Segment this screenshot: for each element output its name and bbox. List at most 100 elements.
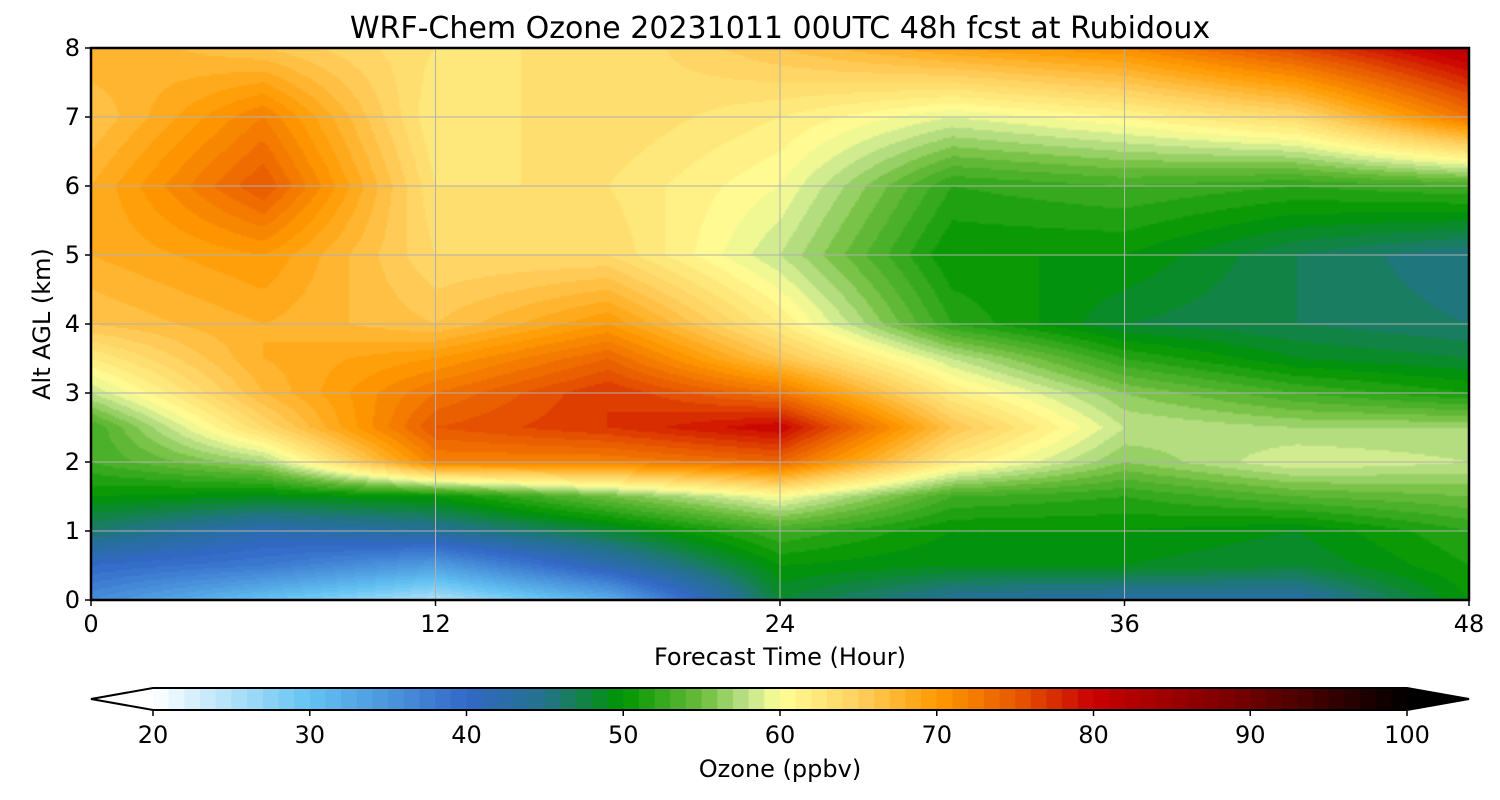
y-axis-label: Alt AGL (km) [28,248,56,400]
colorbar-swatch [701,688,718,710]
y-axis-ticks: 0 1 2 3 4 5 6 7 8 [65,34,91,614]
colorbar-swatch [435,688,452,710]
colorbar-swatch [1281,688,1298,710]
colorbar-swatch [388,688,405,710]
colorbar-swatch [450,688,468,710]
colorbar-swatch [1250,688,1267,710]
colorbar-swatch [732,688,750,710]
colorbar-swatch [1093,688,1110,710]
colorbar-tick-label: 100 [1384,721,1430,749]
colorbar-swatch [685,688,703,710]
colorbar-tick-label: 60 [765,721,796,749]
y-tick-label: 3 [65,379,80,407]
colorbar-swatch [466,688,483,710]
colorbar-swatch [842,688,859,710]
colorbar-swatch [795,688,812,710]
y-tick-label: 8 [65,34,80,62]
y-tick-label: 0 [65,586,80,614]
colorbar-swatch [544,688,562,710]
colorbar-swatch [372,688,389,710]
colorbar-swatch [262,688,279,710]
colorbar-swatch [1375,688,1392,710]
x-axis-label: Forecast Time (Hour) [654,643,906,671]
colorbar-swatch [1265,688,1283,710]
colorbar-swatch [215,688,232,710]
colorbar-tick-label: 40 [451,721,482,749]
y-tick-label: 2 [65,448,80,476]
y-tick-label: 7 [65,103,80,131]
colorbar-swatch [591,688,609,710]
colorbar-swatch [153,688,170,710]
x-tick-label: 36 [1109,610,1140,638]
colorbar-swatch [419,688,436,710]
colorbar-swatch [654,688,671,710]
colorbar-swatch [1062,688,1079,710]
colorbar-swatch [231,688,248,710]
colorbar-swatch [827,688,844,710]
colorbar-swatch [905,688,922,710]
colorbar-swatch [482,688,499,710]
colorbar-swatch [1156,688,1173,710]
colorbar-label: Ozone (ppbv) [699,755,861,783]
colorbar-swatch [889,688,906,710]
colorbar-swatch [168,688,185,710]
colorbar-swatch [1344,688,1361,710]
colorbar-tick-label: 80 [1078,721,1109,749]
colorbar-swatch [1234,688,1251,710]
colorbar-swatch [999,688,1016,710]
colorbar-swatch [341,688,358,710]
colorbar-swatch [874,688,891,710]
colorbar-swatch [936,688,954,710]
x-tick-label: 48 [1454,610,1485,638]
x-axis-ticks: 0 12 24 36 48 [83,600,1484,638]
chart-title: WRF-Chem Ozone 20231011 00UTC 48h fcst a… [350,11,1210,46]
colorbar-swatch [983,688,1001,710]
colorbar-swatch [1328,688,1345,710]
colorbar-tick-label: 50 [608,721,639,749]
colorbar-swatch [1359,688,1377,710]
plot-area [89,46,1471,602]
colorbar-swatch [1046,688,1063,710]
colorbar-tick-label: 70 [921,721,952,749]
colorbar-swatch [184,688,201,710]
colorbar-swatch [811,688,828,710]
colorbar-swatch [858,688,875,710]
colorbar-swatch [529,688,546,710]
colorbar-swatch [921,688,938,710]
colorbar-swatch [638,688,656,710]
colorbar-swatch [780,688,797,710]
y-tick-label: 4 [65,310,80,338]
colorbar-swatch [1187,688,1204,710]
colorbar-swatch [623,688,640,710]
colorbar-swatch [748,688,765,710]
x-tick-label: 24 [765,610,796,638]
colorbar-swatch [200,688,217,710]
colorbar-swatch [968,688,985,710]
colorbar-swatch [309,688,327,710]
colorbar-swatch [356,688,374,710]
colorbar-swatch [1312,688,1330,710]
colorbar-swatch [764,688,781,710]
colorbar-swatch [1140,688,1157,710]
colorbar-swatch [576,688,593,710]
colorbar-swatch [607,688,624,710]
colorbar: 20 30 40 50 60 70 80 90 100 Ozone (ppbv) [90,687,1470,783]
colorbar-swatch [560,688,577,710]
colorbar-tick-label: 30 [294,721,325,749]
y-tick-label: 6 [65,172,80,200]
colorbar-swatch [717,688,734,710]
colorbar-swatch [513,688,530,710]
colorbar-swatch [1297,688,1314,710]
colorbar-swatch [325,688,342,710]
colorbar-swatch [1218,688,1236,710]
colorbar-tick-label: 90 [1235,721,1266,749]
colorbar-swatch [1203,688,1220,710]
colorbar-swatch [278,688,295,710]
colorbar-swatch [247,688,264,710]
colorbar-swatch [1077,688,1095,710]
x-tick-label: 12 [420,610,451,638]
colorbar-swatch [1015,688,1032,710]
colorbar-tick-label: 20 [138,721,169,749]
colorbar-swatch [1391,688,1408,710]
